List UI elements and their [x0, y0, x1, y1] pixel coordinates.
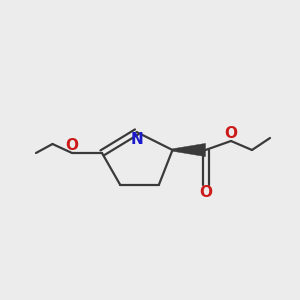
Text: O: O: [224, 126, 238, 141]
Text: N: N: [130, 132, 143, 147]
Polygon shape: [172, 143, 206, 157]
Text: O: O: [199, 185, 212, 200]
Text: O: O: [65, 138, 79, 153]
